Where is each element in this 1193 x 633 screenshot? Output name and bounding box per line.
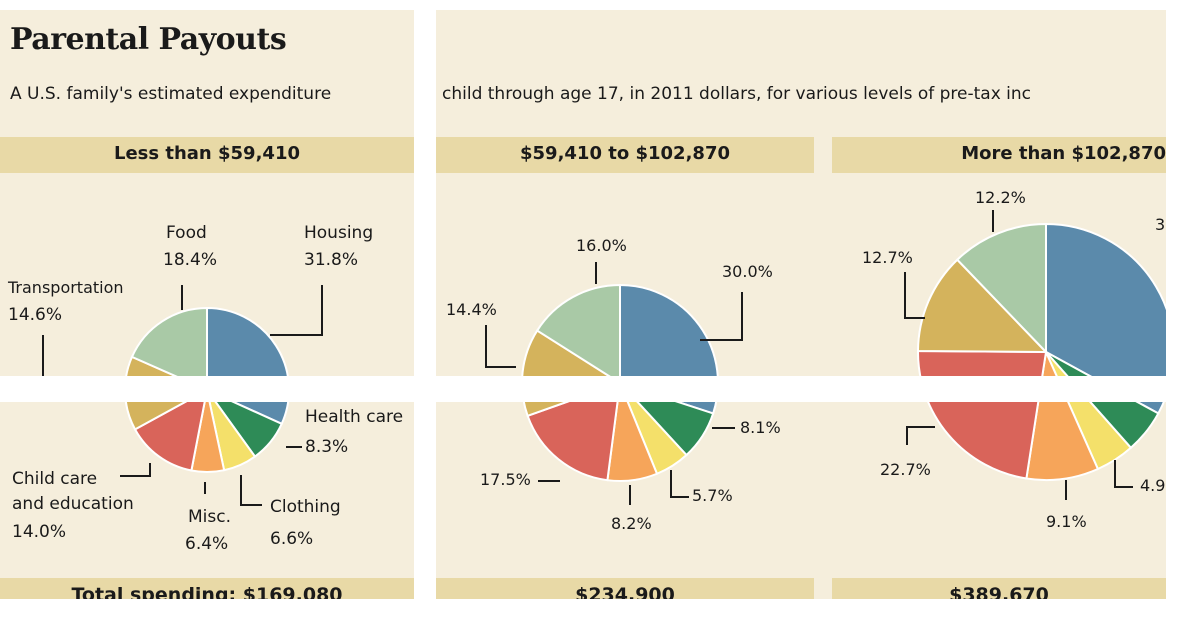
label-health-name-1: Health care [305,407,404,427]
category-band-right [832,137,1166,173]
bracket-title-1: Less than $59,410 [113,143,300,164]
label-transport-pct-3: 12.7% [862,248,913,267]
pie-3-slice-food [955,222,1047,355]
bracket-title-2: $59,410 to $102,870 [520,143,730,164]
pie-3-slice-transportation [916,258,1049,354]
leader-clothing-3 [1114,460,1133,488]
pie-2-slice-food [535,283,621,385]
label-housing-pct-3: 3 [1155,215,1166,234]
gap-vertical [414,0,436,633]
leader-clothing-1 [240,475,262,506]
pie-3 [916,222,1175,481]
leader-transport-3 [904,272,925,319]
bracket-title-3: More than $102,870 [961,143,1166,164]
leader-housing-1 [270,285,323,336]
pie-1-slice-child-care-and-education [133,388,209,472]
leader-clothing-2 [670,470,689,498]
label-housing-pct-2: 30.0% [722,262,773,281]
pie-2-slice-child-care-and-education [526,381,622,482]
label-misc-pct-2: 8.2% [611,514,652,533]
leader-housing-2 [700,292,743,341]
label-childcare-pct-3: 22.7% [880,460,931,479]
label-childcare-line2-1: and education [12,494,134,514]
label-clothing-pct-3: 4.9 [1140,476,1166,495]
gap-horizontal [0,376,1193,402]
subtitle-left: A U.S. family's estimated expenditure [10,84,332,104]
leader-childcare-1 [120,463,151,477]
label-food-pct-2: 16.0% [576,236,627,255]
label-misc-pct-1: 6.4% [185,534,229,554]
label-transport-name-1: Transportation [8,278,124,297]
label-clothing-pct-2: 5.7% [692,486,733,505]
label-childcare-line1-1: Child care [12,469,98,489]
label-misc-pct-3: 9.1% [1046,512,1087,531]
pie-3-slice-child-care-and-education [916,349,1048,480]
label-clothing-name-1: Clothing [270,497,341,517]
label-health-pct-1: 8.3% [305,437,349,457]
subtitle-right: child through age 17, in 2011 dollars, f… [442,84,1032,104]
pie-1-slice-food [130,306,208,392]
label-food-name-1: Food [166,223,207,243]
label-transport-pct-2: 14.4% [446,300,497,319]
gap-right [1166,0,1193,633]
label-misc-name-1: Misc. [188,507,231,527]
leader-childcare-3 [906,426,935,445]
category-band-left [0,137,414,173]
label-food-pct-3: 12.2% [975,188,1026,207]
leader-transport-2 [485,325,516,368]
page-title: Parental Payouts [10,22,287,57]
label-clothing-pct-1: 6.6% [270,529,314,549]
label-health-pct-2: 8.1% [740,418,781,437]
label-housing-pct-1: 31.8% [304,250,359,270]
leader-lines [42,210,1133,506]
label-food-pct-1: 18.4% [163,250,218,270]
label-housing-name-1: Housing [304,223,374,243]
gap-bottom [0,599,1193,633]
label-transport-pct-1: 14.6% [8,305,63,325]
label-childcare-pct-1: 14.0% [12,522,67,542]
category-band-mid [436,137,814,173]
label-childcare-pct-2: 17.5% [480,470,531,489]
